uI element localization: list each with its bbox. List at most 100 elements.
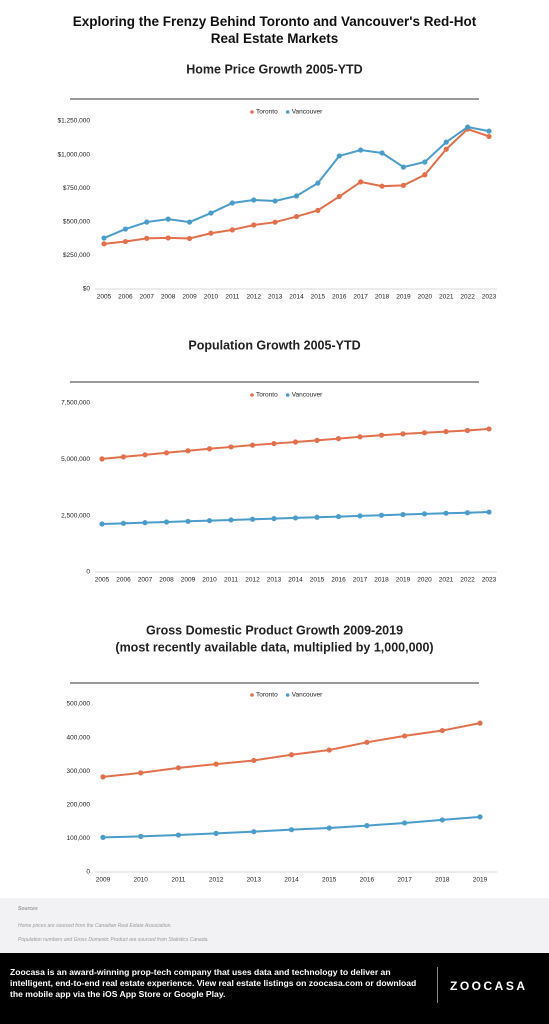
data-point: [175, 765, 181, 771]
x-tick-label: 2022: [460, 577, 475, 584]
data-point: [443, 429, 449, 435]
data-point: [335, 436, 342, 442]
data-point: [208, 230, 214, 236]
data-point: [465, 124, 471, 130]
x-tick-label: 2015: [311, 294, 326, 301]
y-tick-label: 100,000: [67, 835, 91, 842]
legend-label: Vancouver: [292, 692, 323, 699]
data-point: [163, 519, 170, 525]
x-tick-label: 2016: [331, 577, 346, 584]
data-point: [101, 241, 107, 247]
footer: Zoocasa is an award-winning prop-tech co…: [0, 953, 549, 1024]
data-point: [272, 198, 278, 204]
legend-marker: [250, 393, 254, 397]
x-tick-label: 2005: [95, 577, 110, 584]
data-point: [314, 514, 320, 520]
x-tick-label: 2011: [171, 877, 185, 884]
x-tick-label: 2007: [140, 294, 155, 301]
data-point: [486, 426, 492, 432]
x-tick-label: 2020: [417, 577, 432, 584]
data-point: [439, 817, 445, 823]
data-point: [144, 219, 150, 225]
legend-marker: [285, 393, 290, 397]
data-point: [228, 444, 234, 450]
y-tick-label: 400,000: [67, 734, 91, 741]
legend-marker: [250, 693, 254, 697]
data-point: [314, 437, 320, 444]
data-point: [439, 727, 445, 734]
data-point: [486, 509, 492, 515]
data-point: [477, 814, 483, 820]
x-tick-label: 2008: [159, 577, 174, 584]
data-point: [422, 172, 428, 178]
chart-title: Population Growth 2005-YTD: [188, 338, 360, 352]
y-tick-label: 500,000: [67, 701, 91, 708]
x-tick-label: 2012: [246, 294, 261, 301]
x-tick-label: 2023: [482, 577, 497, 584]
data-point: [229, 200, 235, 206]
x-tick-label: 2013: [267, 577, 282, 584]
y-tick-label: $750,000: [63, 185, 90, 192]
data-point: [326, 825, 332, 831]
data-point: [99, 521, 105, 527]
data-point: [229, 227, 235, 233]
data-point: [379, 183, 385, 189]
data-point: [378, 432, 385, 438]
data-point: [120, 520, 127, 526]
x-tick-label: 2017: [353, 294, 368, 301]
x-tick-label: 2011: [224, 577, 238, 584]
x-tick-label: 2014: [289, 294, 304, 301]
x-tick-label: 2016: [360, 877, 375, 884]
x-tick-label: 2014: [288, 577, 303, 584]
x-tick-label: 2007: [138, 577, 153, 584]
x-tick-label: 2018: [435, 877, 450, 884]
data-point: [326, 747, 332, 753]
data-point: [364, 739, 370, 745]
data-point: [335, 513, 342, 520]
data-point: [251, 222, 257, 228]
data-point: [292, 439, 299, 445]
data-point: [293, 193, 300, 199]
logo: ZOOCASA: [450, 979, 528, 993]
x-tick-label: 2017: [397, 877, 412, 884]
data-point: [122, 238, 128, 245]
y-tick-label: 300,000: [67, 768, 91, 775]
series-line: [103, 125, 490, 239]
data-point: [443, 139, 449, 145]
y-tick-label: 0: [86, 569, 90, 576]
data-point: [271, 440, 277, 447]
footer-text: Zoocasa is an award-winning prop-tech co…: [10, 967, 417, 999]
x-tick-label: 2019: [396, 294, 411, 301]
data-point: [122, 226, 128, 232]
y-tick-label: $250,000: [63, 252, 90, 259]
data-point: [185, 518, 191, 524]
data-point: [358, 179, 364, 185]
x-tick-label: 2009: [182, 294, 197, 301]
x-tick-label: 2023: [482, 294, 497, 301]
data-point: [251, 757, 257, 764]
legend-label: Toronto: [256, 392, 278, 399]
main-title: Exploring the Frenzy Behind Toronto and …: [72, 14, 477, 46]
y-tick-label: 2,500,000: [61, 512, 90, 519]
x-tick-label: 2009: [181, 577, 196, 584]
chart-title: Home Price Growth 2005-YTD: [186, 62, 362, 76]
data-point: [464, 510, 471, 516]
data-point: [292, 515, 299, 521]
x-tick-label: 2012: [245, 577, 260, 584]
data-point: [378, 512, 385, 518]
x-tick-label: 2014: [284, 877, 299, 884]
data-point: [100, 834, 106, 840]
y-tick-label: 7,500,000: [61, 400, 90, 407]
x-tick-label: 2019: [473, 877, 488, 884]
data-point: [185, 448, 191, 454]
data-point: [251, 197, 257, 203]
charts: Home Price Growth 2005-YTD Toronto Vancouv…: [57, 62, 497, 884]
x-tick-label: 2021: [439, 294, 454, 301]
data-point: [100, 774, 106, 780]
chart-title: Gross Domestic Product Growth 2009-2019: [146, 623, 403, 637]
legend-marker: [285, 110, 290, 114]
data-point: [443, 510, 449, 516]
data-point: [101, 235, 107, 241]
series-line: [103, 127, 490, 245]
data-point: [315, 180, 321, 186]
